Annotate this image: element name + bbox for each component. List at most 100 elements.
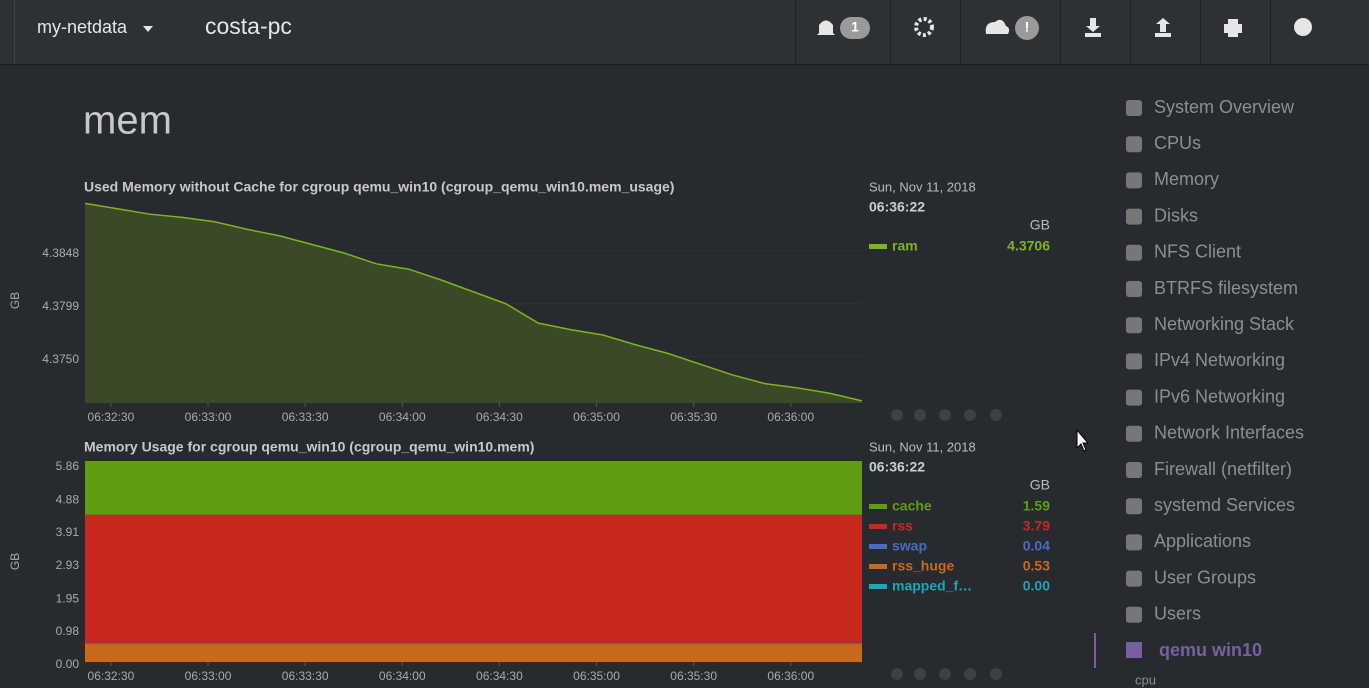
legend-name[interactable]: swap [892,538,927,554]
sidebar-icon [1126,606,1142,623]
badge [840,17,870,39]
sidebar-icon [1126,136,1142,153]
y-tick-label: 0.98 [56,624,80,638]
stack-segment [85,642,862,645]
legend-name[interactable]: rss [892,518,913,534]
sidebar-item[interactable]: BTRFS filesystem [1154,278,1298,298]
sidebar-item[interactable]: IPv4 Networking [1154,350,1285,370]
header-buttons [795,0,1271,64]
x-tick-label: 06:33:00 [185,669,232,683]
stack-segment [85,514,862,643]
stack-segment [85,461,862,515]
sidebar-item[interactable]: Firewall (netfilter) [1154,459,1292,479]
sidebar-icon [1126,317,1142,334]
badge [1015,16,1039,40]
section-title: mem [83,99,172,143]
x-tick-label: 06:36:00 [767,669,814,683]
sidebar-item[interactable]: CPUs [1154,133,1201,153]
control-button[interactable] [990,409,1002,421]
y-tick-label: 4.3750 [42,352,79,366]
legend-value: 0.53 [1023,558,1050,574]
alarm-count: 1 [851,19,859,35]
date: Sun, Nov 11, 2018 [869,439,976,454]
control-button[interactable] [891,668,903,680]
caret[interactable] [143,26,153,32]
x-tick-label: 06:35:30 [670,669,717,683]
sidebar-icon [1126,425,1142,442]
control-button[interactable] [891,409,903,421]
brand[interactable]: my-netdata [37,17,128,37]
sidebar-item[interactable]: Networking Stack [1154,314,1295,334]
control-button[interactable] [990,668,1002,680]
control-button[interactable] [964,409,976,421]
sidebar-item[interactable]: NFS Client [1154,242,1241,262]
cloud-icon[interactable] [985,19,1010,34]
sidebar-active[interactable]: qemu win10 [1159,640,1262,660]
header [0,0,1369,64]
sidebar-item[interactable]: Network Interfaces [1154,423,1304,443]
legend-swatch [869,564,887,569]
x-tick-label: 06:33:30 [282,669,329,683]
control-button[interactable] [964,668,976,680]
help-icon[interactable] [1294,18,1312,36]
legend-name[interactable]: ram [892,238,918,254]
legend-name[interactable]: cache [892,498,932,514]
sidebar-item[interactable]: Applications [1154,531,1251,551]
settings-icon[interactable] [914,17,934,37]
sidebar-icon [1126,100,1142,116]
legend-name[interactable]: mapped_f… [892,578,972,594]
y-tick-label: 1.95 [56,591,80,605]
stack-segment [85,644,862,662]
time: 06:36:22 [869,199,925,215]
legend-swatch [869,244,887,249]
cursor [1076,428,1090,452]
cloud-badge: ! [1025,19,1030,35]
sidebar-icon [1126,172,1142,189]
time: 06:36:22 [869,459,925,475]
sidebar-item[interactable]: Disks [1154,205,1198,225]
x-tick-label: 06:32:30 [88,410,135,424]
x-tick-label: 06:36:00 [767,410,814,424]
x-tick-label: 06:34:00 [379,410,426,424]
x-tick-label: 06:34:00 [379,669,426,683]
sidebar-sub[interactable]: cpu [1135,672,1156,687]
x-tick-label: 06:35:30 [670,410,717,424]
sidebar-item[interactable]: Users [1154,604,1201,624]
download-icon[interactable] [1085,18,1101,37]
upload-icon[interactable] [1155,18,1171,37]
x-tick-label: 06:35:00 [573,669,620,683]
y-tick-label: 5.86 [56,459,80,473]
sidebar-icon [1126,389,1142,406]
sidebar-icon [1126,244,1142,261]
sidebar-item[interactable]: Memory [1154,169,1219,189]
legend-value: 0.04 [1023,538,1050,554]
area [85,203,862,403]
sidebar-item[interactable]: IPv6 Networking [1154,386,1285,406]
sidebar-item[interactable]: systemd Services [1154,495,1295,515]
legend-swatch [869,584,887,589]
legend-value: 3.79 [1023,518,1050,534]
control-button[interactable] [939,668,951,680]
y-tick-label: 4.3848 [42,246,79,260]
x-tick-label: 06:34:30 [476,669,523,683]
control-button[interactable] [914,668,926,680]
y-axis-label: GB [8,292,22,309]
legend-name[interactable]: rss_huge [892,558,954,574]
sidebar-item[interactable]: User Groups [1154,567,1256,587]
control-button[interactable] [939,409,951,421]
legend-swatch [869,524,887,529]
print-icon[interactable] [1224,19,1242,37]
x-tick-label: 06:32:30 [88,669,135,683]
x-tick-label: 06:33:30 [282,410,329,424]
sidebar-icon [1126,462,1142,478]
y-tick-label: 4.88 [56,492,80,506]
y-axis-label: GB [8,553,22,570]
control-button[interactable] [914,409,926,421]
alarm-icon[interactable] [817,20,835,36]
sidebar-item[interactable]: System Overview [1154,97,1295,117]
units: GB [1030,477,1050,493]
y-tick-label: 3.91 [56,525,80,539]
y-tick-label: 2.93 [56,558,80,572]
host[interactable]: costa-pc [205,13,292,39]
